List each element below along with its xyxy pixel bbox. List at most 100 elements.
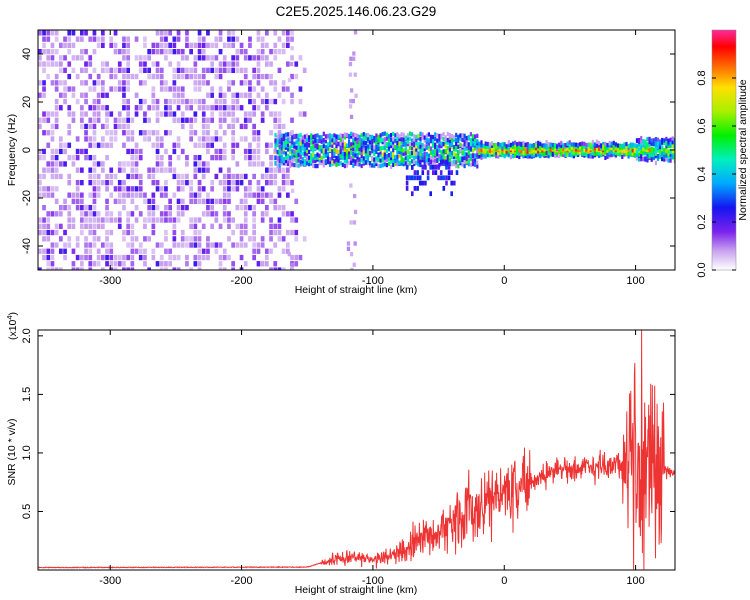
heatmap-cell <box>614 142 617 147</box>
heatmap-cell <box>214 67 219 73</box>
heatmap-cell <box>286 211 290 217</box>
heatmap-cell <box>256 261 261 267</box>
heatmap-y-tick-label: -20 <box>21 190 33 206</box>
heatmap-cell <box>159 254 164 261</box>
heatmap-cell <box>147 267 151 270</box>
heatmap-cell <box>96 42 101 48</box>
heatmap-cell <box>362 140 365 145</box>
heatmap-cell <box>222 173 227 180</box>
heatmap-cell <box>164 186 168 192</box>
heatmap-cell <box>400 147 403 152</box>
heatmap-cell <box>105 236 109 242</box>
heatmap-cell <box>434 142 437 147</box>
heatmap-cell <box>591 139 594 145</box>
heatmap-cell <box>465 146 468 151</box>
heatmap-cell <box>46 211 51 217</box>
heatmap-cell <box>227 198 231 204</box>
heatmap-cell <box>50 248 55 254</box>
heatmap-cell <box>417 133 420 139</box>
heatmap-cell <box>84 248 88 254</box>
heatmap-cell <box>260 261 265 267</box>
heatmap-cell <box>348 150 351 155</box>
heatmap-cell <box>381 140 384 145</box>
heatmap-cell <box>499 142 502 148</box>
heatmap-cell <box>206 148 210 155</box>
heatmap-cell <box>646 158 649 163</box>
heatmap-cell <box>176 61 181 67</box>
heatmap-cell <box>385 136 388 141</box>
heatmap-cell <box>277 267 282 270</box>
heatmap-cell <box>295 151 298 156</box>
heatmap-cell <box>532 150 536 156</box>
heatmap-cell <box>159 242 164 248</box>
heatmap-cell <box>201 80 206 86</box>
heatmap-cell <box>172 111 177 117</box>
heatmap-cell <box>122 229 126 236</box>
heatmap-cell <box>654 137 657 142</box>
heatmap-cell <box>256 136 261 142</box>
heatmap-cell <box>147 217 151 223</box>
heatmap-cell <box>113 117 118 123</box>
heatmap-cell <box>80 148 84 155</box>
heatmap-cell <box>126 55 130 61</box>
heatmap-cell <box>444 143 447 149</box>
heatmap-cell <box>168 30 172 36</box>
heatmap-cell <box>298 254 303 261</box>
heatmap-cell <box>432 170 435 175</box>
heatmap-cell <box>168 105 172 111</box>
heatmap-cell <box>295 140 298 145</box>
heatmap-cell <box>273 111 278 117</box>
heatmap-cell <box>218 254 223 261</box>
heatmap-cell <box>159 267 164 270</box>
heatmap-cell <box>84 130 88 136</box>
heatmap-cell <box>293 162 296 168</box>
heatmap-cell <box>231 148 235 155</box>
heatmap-cell <box>511 149 515 154</box>
heatmap-cell <box>326 155 330 161</box>
heatmap-cell <box>299 133 302 138</box>
heatmap-cell <box>418 180 422 186</box>
heatmap-x-tick-label: -300 <box>99 275 121 287</box>
heatmap-cell <box>197 242 202 248</box>
heatmap-cell <box>455 153 458 158</box>
heatmap-cell <box>164 105 168 111</box>
heatmap-cell <box>602 142 605 147</box>
heatmap-cell <box>130 167 135 173</box>
heatmap-cell <box>172 223 177 229</box>
heatmap-cell <box>101 167 105 173</box>
heatmap-cell <box>469 153 472 158</box>
heatmap-cell <box>122 42 126 48</box>
heatmap-cell <box>608 140 611 146</box>
heatmap-cell <box>373 138 376 143</box>
heatmap-cell <box>581 141 584 146</box>
heatmap-cell <box>432 152 435 158</box>
heatmap-cell <box>356 158 359 163</box>
heatmap-cell <box>235 242 240 248</box>
heatmap-cell <box>92 161 97 167</box>
heatmap-cell <box>457 158 460 163</box>
heatmap-cell <box>295 163 298 168</box>
heatmap-cell <box>589 142 592 147</box>
heatmap-cell <box>345 159 349 164</box>
heatmap-cell <box>447 170 451 175</box>
heatmap-cell <box>320 145 323 150</box>
heatmap-cell <box>159 30 164 36</box>
heatmap-cell <box>206 198 210 204</box>
heatmap-cell <box>326 152 330 157</box>
heatmap-cell <box>130 236 135 242</box>
heatmap-cell <box>164 192 168 198</box>
heatmap-cell <box>377 146 380 151</box>
heatmap-cell <box>138 155 143 161</box>
heatmap-cell <box>394 158 397 164</box>
heatmap-cell <box>445 159 448 165</box>
heatmap-cell <box>463 136 466 141</box>
heatmap-cell <box>553 149 557 154</box>
heatmap-cell <box>503 142 506 147</box>
heatmap-cell <box>185 117 189 123</box>
heatmap-cell <box>206 30 210 36</box>
heatmap-cell <box>276 134 279 140</box>
heatmap-cell <box>88 254 93 261</box>
heatmap-cell <box>290 55 294 61</box>
heatmap-cell <box>172 67 177 73</box>
heatmap-cell <box>343 159 346 164</box>
